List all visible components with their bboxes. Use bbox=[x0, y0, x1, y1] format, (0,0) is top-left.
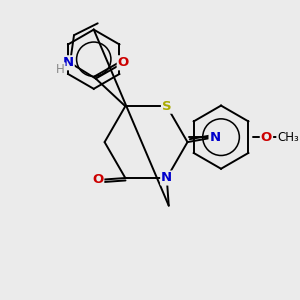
Text: O: O bbox=[118, 56, 129, 69]
Text: O: O bbox=[261, 131, 272, 144]
Text: CH₃: CH₃ bbox=[277, 131, 299, 144]
Text: O: O bbox=[92, 173, 103, 187]
Text: S: S bbox=[162, 100, 172, 113]
Text: N: N bbox=[210, 131, 221, 144]
Text: H: H bbox=[56, 63, 64, 76]
Text: N: N bbox=[62, 56, 74, 69]
Text: N: N bbox=[161, 172, 172, 184]
